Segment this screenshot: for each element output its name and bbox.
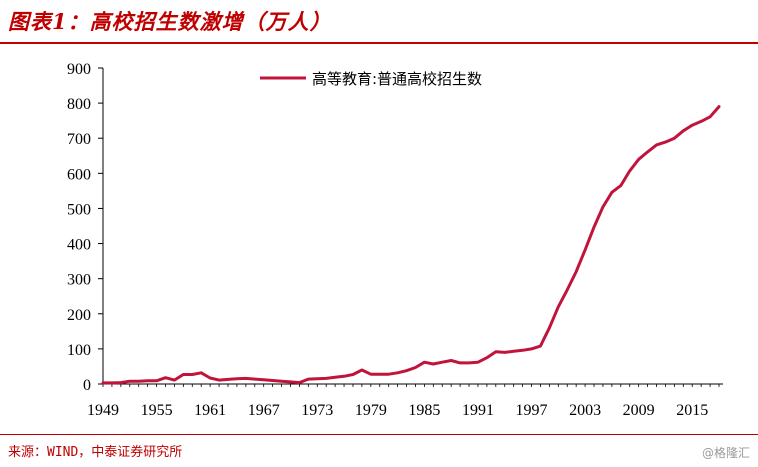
y-tick-label: 400 (67, 237, 91, 254)
series-line (101, 105, 721, 385)
title-divider (0, 42, 758, 44)
y-tick-label: 200 (67, 307, 91, 324)
chart-legend: 高等教育:普通高校招生数 (260, 70, 482, 88)
y-tick-label: 800 (67, 96, 91, 113)
x-tick-label: 1997 (516, 402, 548, 419)
watermark: @格隆汇 (701, 446, 750, 460)
x-tick-label: 1973 (301, 402, 333, 419)
x-tick-label: 1961 (194, 402, 226, 419)
x-tick-label: 2009 (623, 402, 655, 419)
y-tick-label: 300 (67, 272, 91, 289)
x-tick-label: 1991 (462, 402, 494, 419)
series-layer (101, 105, 721, 385)
legend-label: 高等教育:普通高校招生数 (312, 70, 482, 88)
x-tick-label: 2003 (569, 402, 601, 419)
x-tick-label: 1955 (141, 402, 173, 419)
y-tick-label: 0 (83, 377, 91, 394)
x-tick-label: 1967 (248, 402, 280, 419)
x-tick-label: 1949 (87, 402, 119, 419)
y-tick-label: 500 (67, 201, 91, 218)
y-tick-label: 100 (67, 342, 91, 359)
line-chart: 0 100 200 300 400 500 600 700 800 900 1949 1955 1961… (67, 61, 723, 419)
y-tick-label: 900 (67, 61, 91, 78)
x-tick-label: 1985 (408, 402, 440, 419)
x-tick-label: 1979 (355, 402, 387, 419)
figure-title: 图表1：高校招生数激增（万人） (8, 9, 332, 34)
chart-axes: 0 100 200 300 400 500 600 700 800 900 1949 1955 1961… (67, 61, 723, 419)
source-note: 来源：WIND，中泰证券研究所 (8, 445, 183, 460)
y-tick-label: 700 (67, 131, 91, 148)
x-tick-label: 2015 (676, 402, 708, 419)
footer-divider (0, 434, 758, 435)
y-tick-label: 600 (67, 166, 91, 183)
